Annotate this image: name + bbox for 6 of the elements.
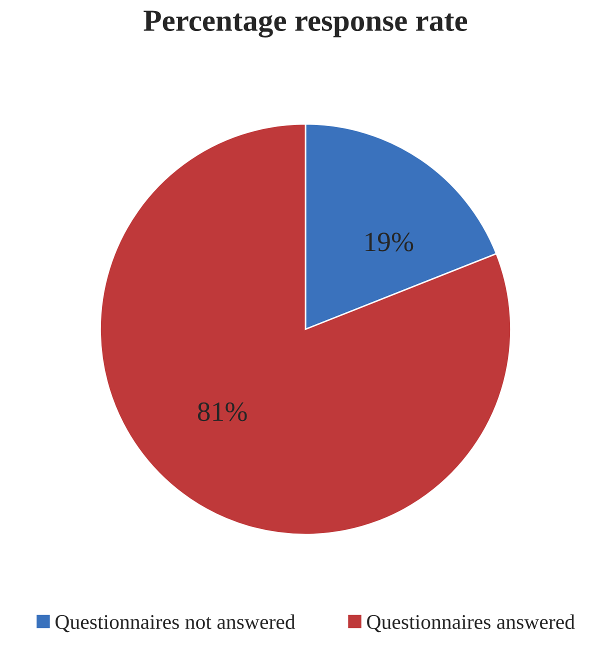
pie-slice (100, 123, 512, 536)
legend-label: Questionnaires not answered (56, 614, 296, 632)
legend-label: Questionnaires answered (367, 614, 575, 632)
chart-title: Percentage response rate (144, 10, 468, 38)
data-label: 81% (198, 402, 247, 422)
data-label: 19% (366, 232, 414, 252)
